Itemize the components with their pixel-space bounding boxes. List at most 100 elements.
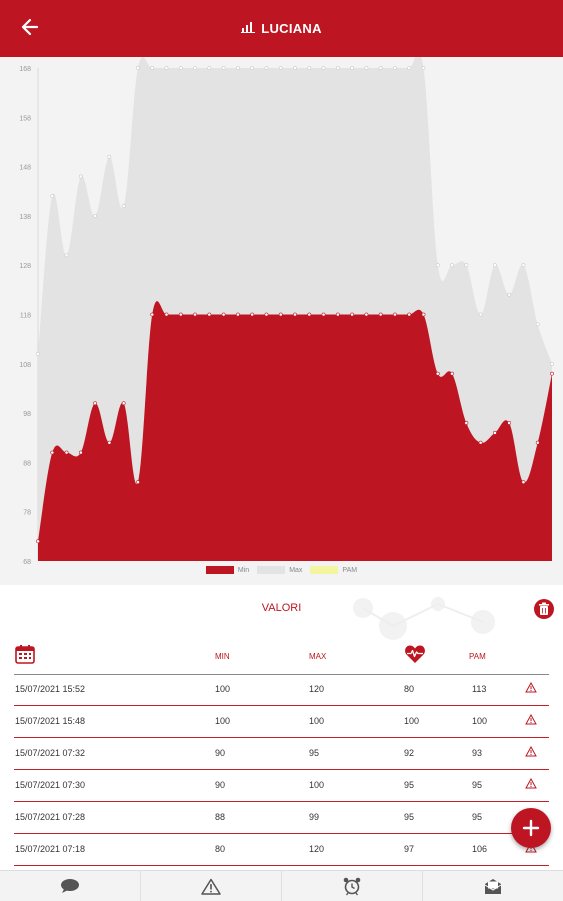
row-max: 95 — [309, 748, 320, 758]
row-bpm: 92 — [404, 748, 415, 758]
warning-icon[interactable] — [525, 681, 537, 695]
row-bpm: 100 — [404, 716, 420, 726]
series-min-point — [250, 312, 255, 317]
y-tick-label: 68 — [23, 559, 31, 566]
plus-icon — [522, 819, 540, 837]
legend-label-min: Min — [237, 566, 250, 574]
legend-swatch-pam — [310, 566, 339, 574]
row-bpm: 80 — [404, 684, 415, 694]
series-min-point — [136, 480, 140, 485]
nav-alerts[interactable] — [141, 871, 282, 901]
series-min-point — [278, 312, 283, 317]
header-pam: PAM — [469, 652, 486, 661]
chart-legend: Min Max PAM — [0, 566, 563, 574]
series-min-point — [107, 440, 112, 445]
row-max: 99 — [309, 812, 320, 822]
series-min-point — [307, 312, 312, 317]
series-min-point — [193, 312, 197, 317]
delete-button[interactable] — [533, 598, 555, 620]
legend-swatch-max — [257, 566, 286, 574]
nav-messages[interactable] — [423, 871, 563, 901]
row-date: 15/07/2021 07:30 — [15, 780, 86, 790]
row-min: 100 — [215, 684, 231, 694]
legend-label-pam: PAM — [342, 566, 358, 574]
series-max-point — [64, 253, 69, 258]
back-button[interactable] — [12, 14, 42, 40]
series-min-point — [464, 421, 469, 425]
table-row[interactable]: 15/07/2021 07:32 90 95 92 93 — [14, 738, 549, 770]
series-max-point — [107, 154, 112, 159]
add-button[interactable] — [511, 808, 551, 848]
series-max-point — [364, 66, 369, 70]
table-row[interactable]: 15/07/2021 07:30 90 100 95 95 — [14, 770, 549, 802]
y-tick-label: 128 — [19, 263, 31, 270]
header-min: MIN — [215, 652, 230, 661]
arrow-left-icon — [21, 18, 39, 36]
series-min-point — [350, 312, 355, 317]
pressure-chart: 168 158 148 138 128 118 108 98 88 78 68 — [0, 57, 563, 585]
series-max-point — [207, 66, 212, 70]
y-tick-label: 138 — [19, 214, 31, 221]
row-date: 15/07/2021 15:52 — [15, 684, 86, 694]
row-date: 15/07/2021 15:48 — [15, 716, 86, 726]
table-row[interactable]: 15/07/2021 15:52 100 120 80 113 — [14, 674, 549, 706]
series-max-point — [150, 66, 155, 70]
series-max-point — [507, 292, 512, 297]
warning-icon[interactable] — [525, 745, 537, 759]
series-min-point — [507, 421, 512, 425]
table-row[interactable]: 15/07/2021 07:28 88 99 95 95 — [14, 802, 549, 834]
alarm-clock-icon — [343, 877, 361, 896]
heart-pulse-icon — [404, 644, 426, 669]
series-max-point — [378, 66, 383, 70]
row-min: 90 — [215, 780, 226, 790]
y-tick-label: 98 — [23, 411, 31, 418]
values-panel: VALORI MIN MAX — [0, 590, 563, 870]
series-max-point — [293, 66, 297, 70]
series-min-point — [435, 371, 440, 376]
series-min-point — [36, 539, 40, 544]
y-tick-label: 158 — [19, 115, 31, 122]
series-min-point — [450, 371, 454, 376]
series-max-point — [421, 66, 426, 70]
series-min-point — [492, 430, 497, 435]
series-max-point — [121, 204, 126, 208]
row-pam: 100 — [472, 716, 488, 726]
series-min-point — [64, 450, 69, 455]
row-bpm: 95 — [404, 812, 415, 822]
series-min-point — [50, 450, 55, 455]
header-max: MAX — [309, 652, 327, 661]
series-max-point — [193, 66, 197, 70]
series-min-point — [335, 312, 340, 317]
row-max: 120 — [309, 684, 325, 694]
series-max-point — [250, 66, 255, 70]
section-title: VALORI — [261, 602, 302, 614]
warning-icon[interactable] — [525, 713, 537, 727]
legend-item-max: Max — [257, 566, 302, 574]
row-date: 15/07/2021 07:28 — [15, 812, 86, 822]
series-min-point — [407, 312, 412, 317]
bottom-nav — [0, 870, 563, 901]
table-row[interactable]: 15/07/2021 07:18 80 120 97 106 — [14, 834, 549, 866]
app-header: LUCIANA — [0, 0, 563, 57]
series-max-point — [393, 66, 397, 70]
series-max-point — [407, 66, 412, 70]
series-max-point — [235, 66, 240, 70]
series-min-point — [521, 480, 526, 485]
warning-icon[interactable] — [525, 777, 537, 791]
row-max: 100 — [309, 716, 325, 726]
series-max-point — [50, 194, 55, 199]
series-min-point — [478, 440, 483, 445]
series-min-point — [178, 312, 183, 317]
series-max-point — [492, 263, 497, 268]
row-min: 88 — [215, 812, 226, 822]
row-min: 100 — [215, 716, 231, 726]
y-tick-label: 148 — [19, 165, 31, 172]
table-row[interactable]: 15/07/2021 15:48 100 100 100 100 — [14, 706, 549, 738]
series-min-point — [121, 401, 126, 406]
nav-alarms[interactable] — [282, 871, 423, 901]
nav-chat[interactable] — [0, 871, 141, 901]
series-max-point — [350, 66, 355, 70]
row-pam: 95 — [472, 780, 483, 790]
row-max: 120 — [309, 844, 325, 854]
series-min-point — [264, 312, 269, 317]
